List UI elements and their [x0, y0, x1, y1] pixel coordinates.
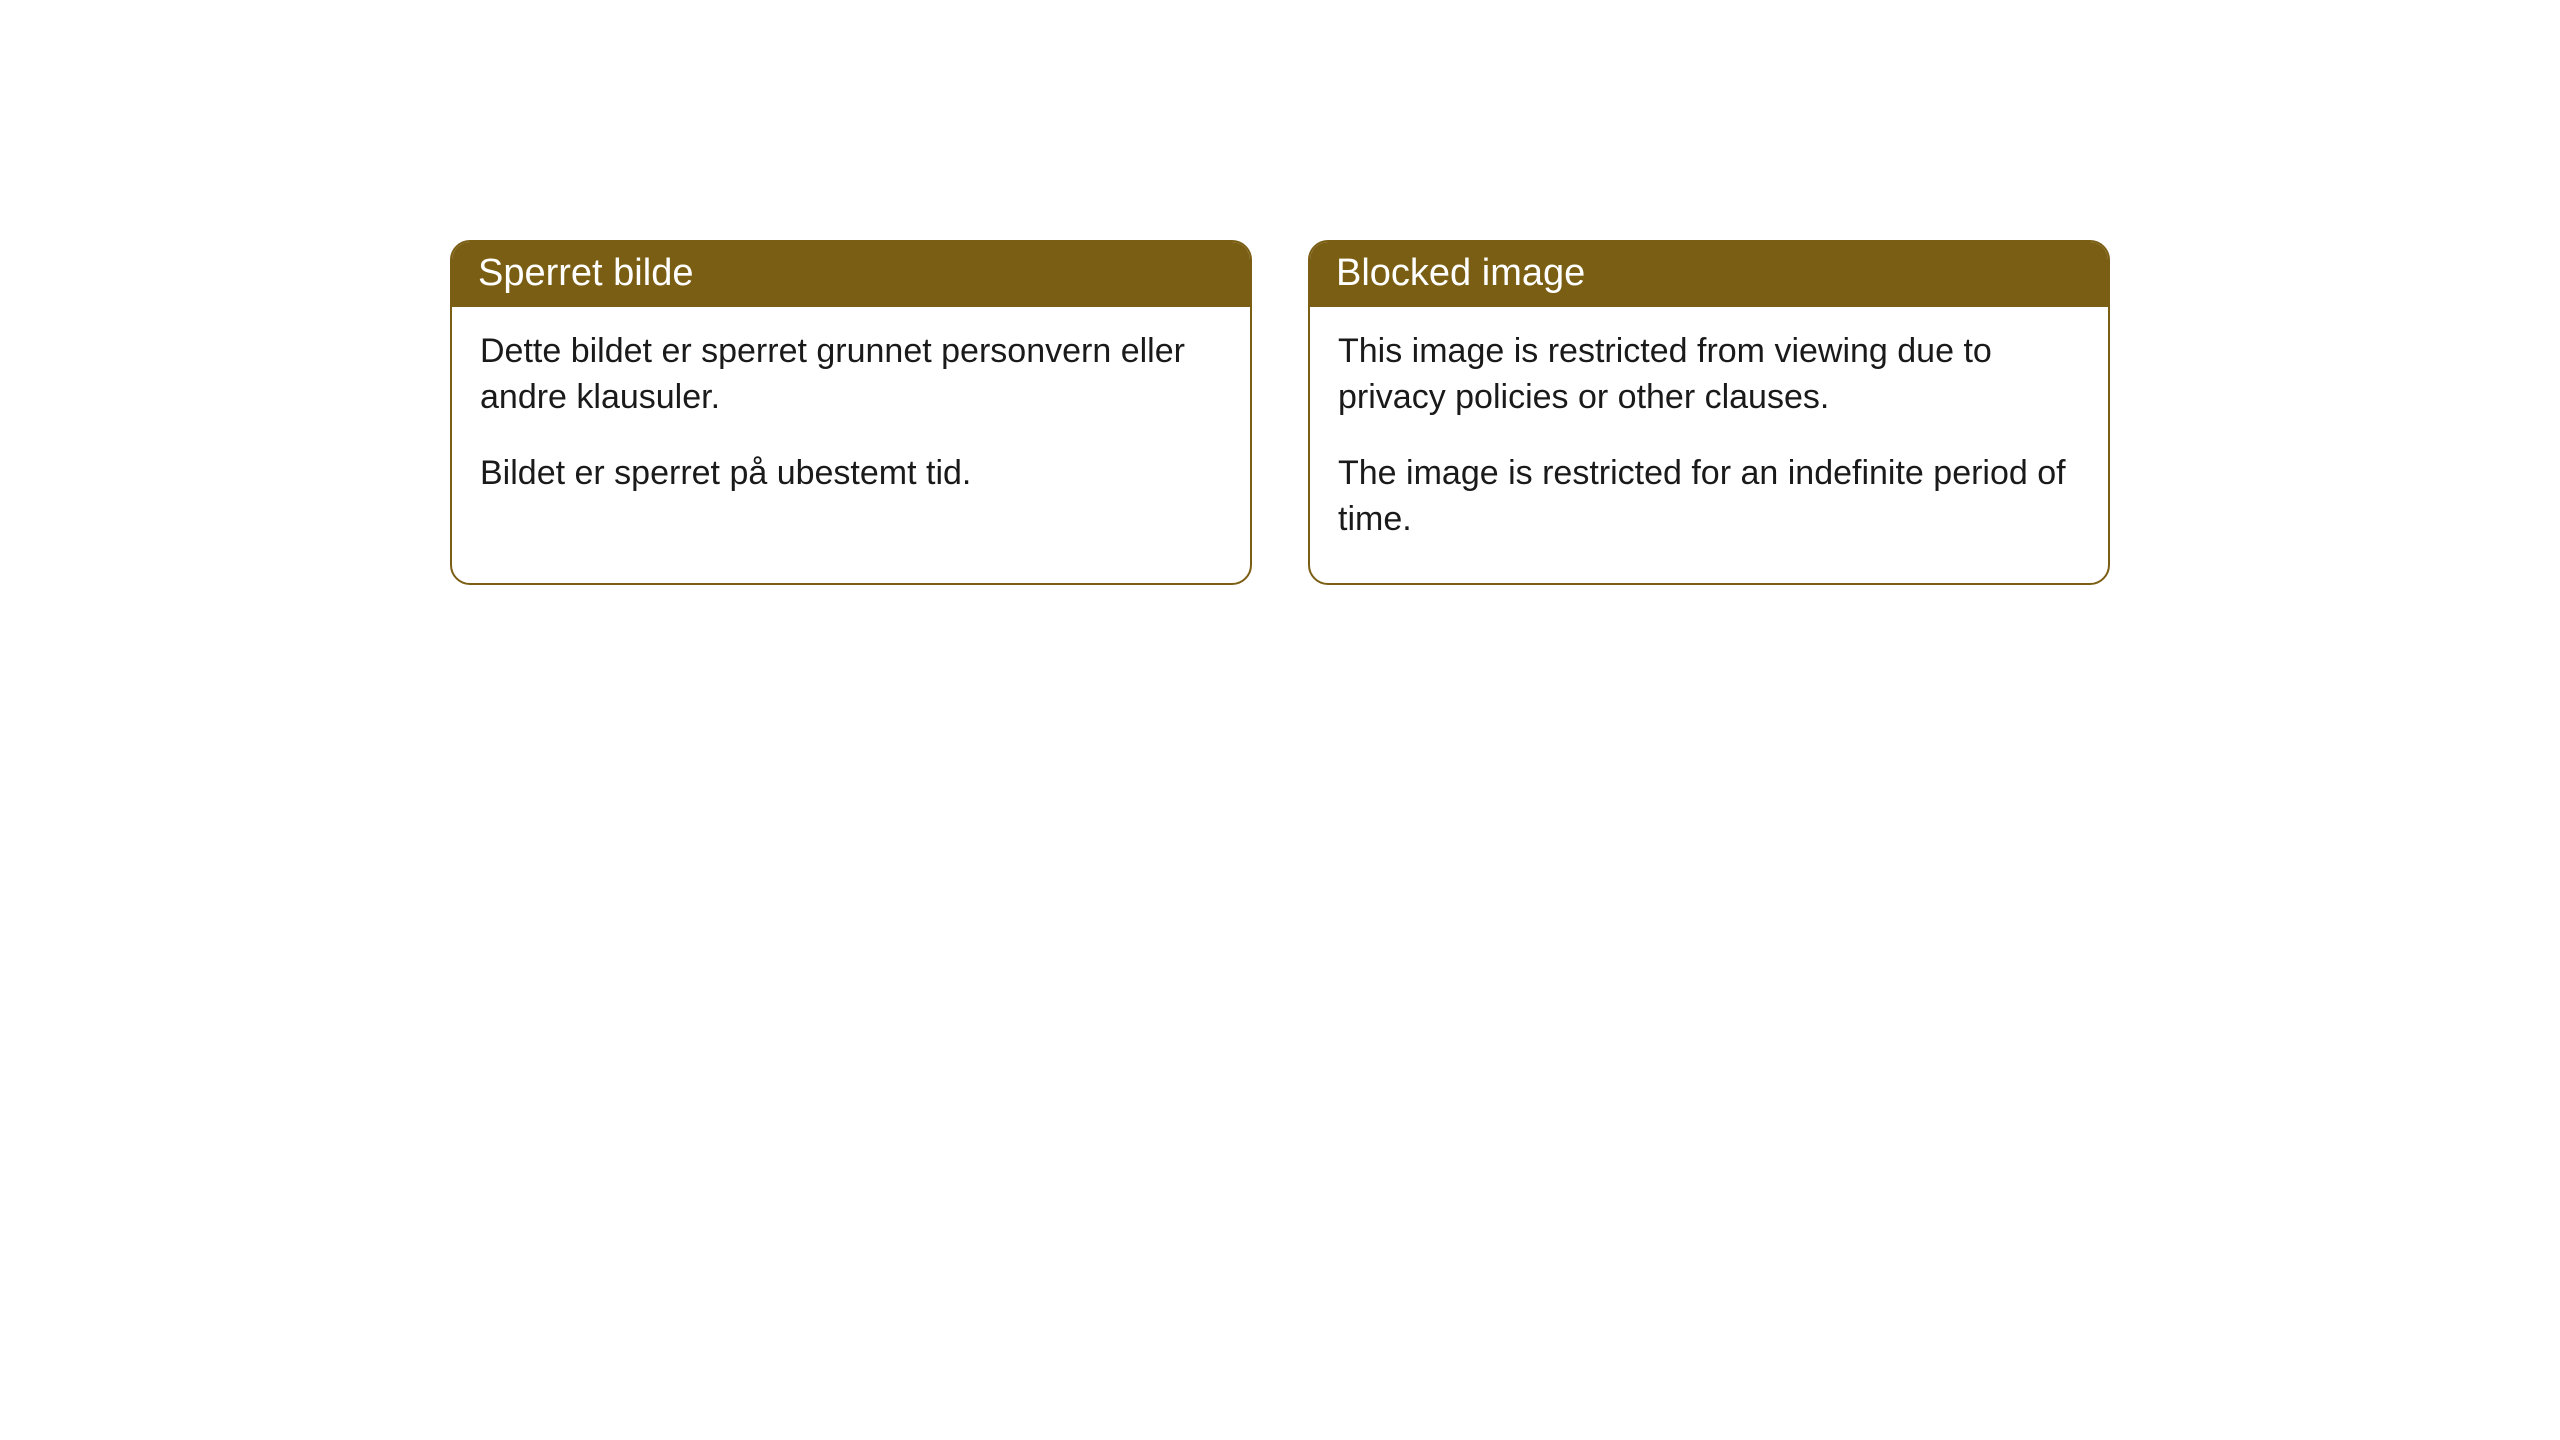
- card-paragraph: Bildet er sperret på ubestemt tid.: [480, 451, 1222, 497]
- card-header: Sperret bilde: [452, 242, 1250, 307]
- notice-cards-container: Sperret bilde Dette bildet er sperret gr…: [450, 240, 2560, 585]
- notice-card-english: Blocked image This image is restricted f…: [1308, 240, 2110, 585]
- card-body: Dette bildet er sperret grunnet personve…: [452, 307, 1250, 537]
- notice-card-norwegian: Sperret bilde Dette bildet er sperret gr…: [450, 240, 1252, 585]
- card-paragraph: The image is restricted for an indefinit…: [1338, 451, 2080, 543]
- card-title: Blocked image: [1336, 252, 1585, 294]
- card-paragraph: Dette bildet er sperret grunnet personve…: [480, 329, 1222, 421]
- card-body: This image is restricted from viewing du…: [1310, 307, 2108, 583]
- card-paragraph: This image is restricted from viewing du…: [1338, 329, 2080, 421]
- card-header: Blocked image: [1310, 242, 2108, 307]
- card-title: Sperret bilde: [478, 252, 693, 294]
